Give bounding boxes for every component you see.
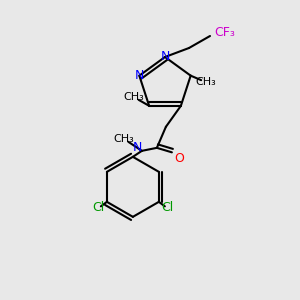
Text: CH₃: CH₃ [124, 92, 145, 102]
Text: CH₃: CH₃ [195, 77, 216, 87]
Text: N: N [133, 141, 142, 154]
Text: N: N [160, 50, 170, 64]
Text: CF₃: CF₃ [214, 26, 236, 40]
Text: Cl: Cl [92, 201, 104, 214]
Text: Cl: Cl [162, 201, 174, 214]
Text: CH₃: CH₃ [113, 134, 134, 144]
Text: N: N [135, 69, 144, 82]
Text: O: O [174, 152, 184, 165]
